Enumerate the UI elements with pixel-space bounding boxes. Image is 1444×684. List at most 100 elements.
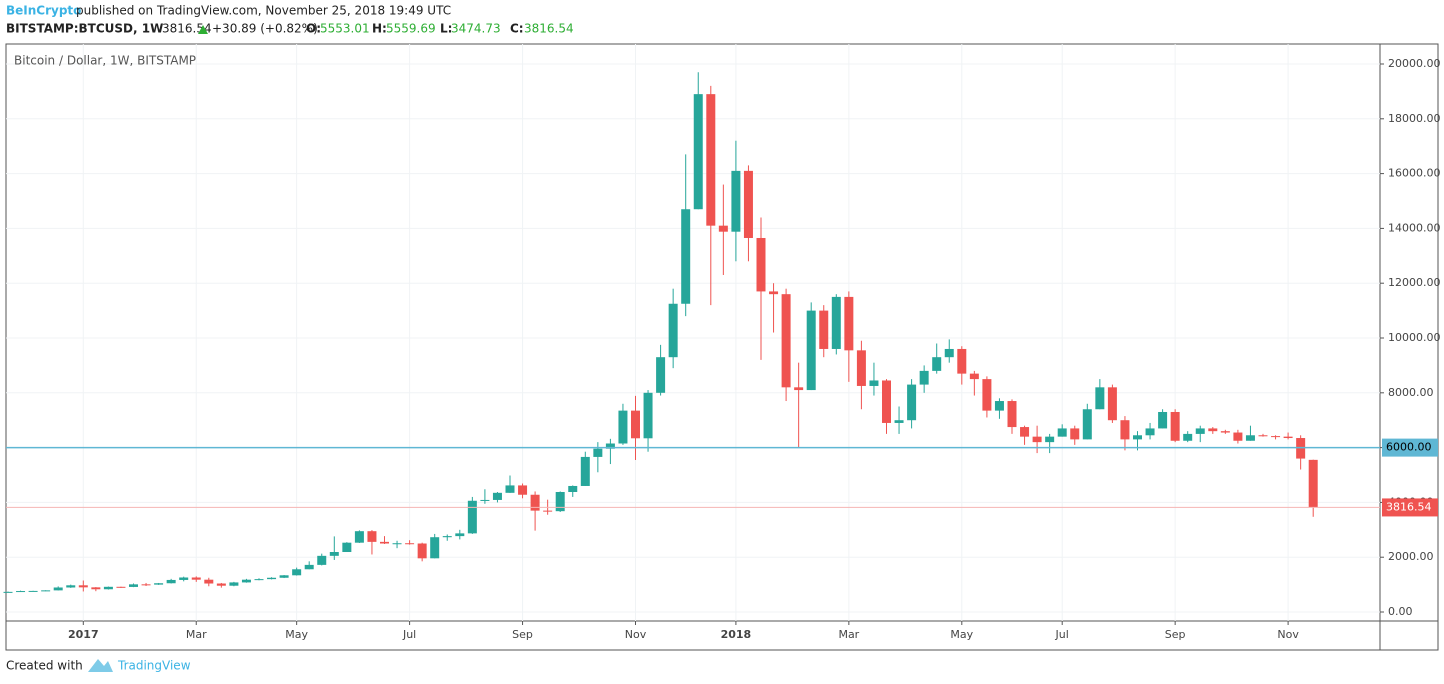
candle-body bbox=[781, 294, 791, 388]
candle-body bbox=[543, 510, 553, 512]
chart-frame bbox=[5, 43, 1439, 651]
candle-body bbox=[392, 543, 402, 545]
candle-body bbox=[66, 585, 76, 588]
candle-body bbox=[405, 543, 415, 545]
candle-body bbox=[1032, 436, 1042, 443]
candle-body bbox=[819, 310, 829, 349]
candle-body bbox=[731, 170, 741, 232]
x-tick-label: Jul bbox=[402, 628, 416, 641]
candle-body bbox=[869, 380, 879, 386]
publisher[interactable]: BeInCrypto bbox=[6, 4, 81, 18]
candle-body bbox=[467, 500, 477, 534]
y-tick-label: 14000.00 bbox=[1388, 221, 1441, 234]
y-tick-label: 0.00 bbox=[1388, 605, 1413, 618]
candle-body bbox=[16, 591, 26, 593]
candle-body bbox=[417, 543, 427, 559]
candle-body bbox=[1107, 387, 1117, 421]
candle-body bbox=[919, 370, 929, 385]
ohlc-label: L: bbox=[440, 22, 452, 36]
candle-body bbox=[304, 564, 314, 570]
y-tick-label: 8000.00 bbox=[1388, 386, 1434, 399]
candle-body bbox=[668, 303, 678, 358]
candle-body bbox=[932, 357, 942, 371]
candle-body bbox=[1120, 420, 1130, 440]
candle-body bbox=[555, 491, 565, 512]
y-tick-label: 10000.00 bbox=[1388, 331, 1441, 344]
x-tick-label: Nov bbox=[1277, 628, 1299, 641]
x-tick-label: Mar bbox=[838, 628, 859, 641]
candle-body bbox=[241, 579, 251, 583]
candle-body bbox=[1283, 436, 1293, 439]
candle-body bbox=[1145, 428, 1155, 436]
x-tick-label: Sep bbox=[1165, 628, 1186, 641]
candle-body bbox=[1170, 411, 1180, 441]
candle-body bbox=[1220, 431, 1230, 433]
candle-body bbox=[154, 583, 164, 585]
change: +30.89 (+0.82%) bbox=[212, 22, 318, 36]
candle-body bbox=[141, 584, 151, 586]
candle-body bbox=[116, 586, 126, 588]
candle-body bbox=[693, 94, 703, 210]
candle-body bbox=[1020, 427, 1030, 437]
x-tick-label: May bbox=[950, 628, 973, 641]
candle-body bbox=[568, 485, 578, 492]
x-tick-label: 2018 bbox=[721, 628, 752, 641]
candle-body bbox=[1258, 435, 1268, 437]
candle-body bbox=[53, 587, 63, 591]
candle-body bbox=[279, 575, 289, 578]
candle-body bbox=[681, 209, 691, 304]
y-tick-label: 20000.00 bbox=[1388, 57, 1441, 70]
candle-body bbox=[756, 237, 766, 292]
y-tick-label: 16000.00 bbox=[1388, 167, 1441, 180]
candle-body bbox=[1007, 401, 1017, 428]
candle-body bbox=[982, 379, 992, 411]
candle-body bbox=[1158, 411, 1168, 429]
ohlc-value: 3474.73 bbox=[451, 22, 501, 36]
y-tick-label: 2000.00 bbox=[1388, 550, 1434, 563]
candle-body bbox=[342, 542, 352, 553]
candle-body bbox=[1245, 435, 1255, 441]
x-tick-label: 2017 bbox=[68, 628, 99, 641]
candle-body bbox=[944, 348, 954, 358]
candle-body bbox=[329, 552, 339, 556]
candle-body bbox=[3, 591, 13, 593]
candle-body bbox=[1208, 428, 1218, 432]
candle-body bbox=[480, 499, 490, 501]
y-tick-label: 12000.00 bbox=[1388, 276, 1441, 289]
level-label-bg bbox=[1382, 438, 1438, 457]
brand-logo bbox=[88, 659, 113, 672]
candle-body bbox=[518, 485, 528, 495]
candle-body bbox=[254, 579, 264, 581]
x-tick-label: Sep bbox=[512, 628, 533, 641]
plot: 0.002000.004000.006000.008000.0010000.00… bbox=[3, 44, 1441, 641]
candle-body bbox=[1133, 435, 1142, 440]
candle-body bbox=[656, 357, 666, 393]
candle-body bbox=[769, 291, 779, 295]
x-tick-label: May bbox=[285, 628, 308, 641]
candle-body bbox=[643, 392, 653, 439]
ohlc-label: C: bbox=[510, 22, 524, 36]
candle-body bbox=[166, 579, 176, 584]
candle-body bbox=[492, 492, 502, 500]
x-tick-label: Mar bbox=[186, 628, 207, 641]
candle-body bbox=[267, 577, 277, 580]
candle-body bbox=[292, 569, 302, 576]
candle-body bbox=[894, 420, 904, 423]
candle-body bbox=[1082, 409, 1092, 440]
candle-body bbox=[794, 387, 804, 391]
candle-body bbox=[1271, 436, 1281, 438]
brand[interactable]: TradingView bbox=[117, 659, 191, 673]
candle-body bbox=[1233, 432, 1243, 441]
candle-body bbox=[806, 310, 816, 391]
candle-body bbox=[1183, 433, 1193, 441]
price-label-bg bbox=[1382, 498, 1438, 517]
candle-body bbox=[743, 170, 753, 238]
candle-body bbox=[1057, 428, 1067, 437]
published-info: published on TradingView.com, November 2… bbox=[76, 4, 451, 18]
candle-body bbox=[103, 586, 113, 590]
candle-body bbox=[430, 537, 440, 559]
candle-body bbox=[1070, 428, 1080, 440]
candle-body bbox=[317, 555, 327, 565]
x-tick-label: Nov bbox=[625, 628, 647, 641]
